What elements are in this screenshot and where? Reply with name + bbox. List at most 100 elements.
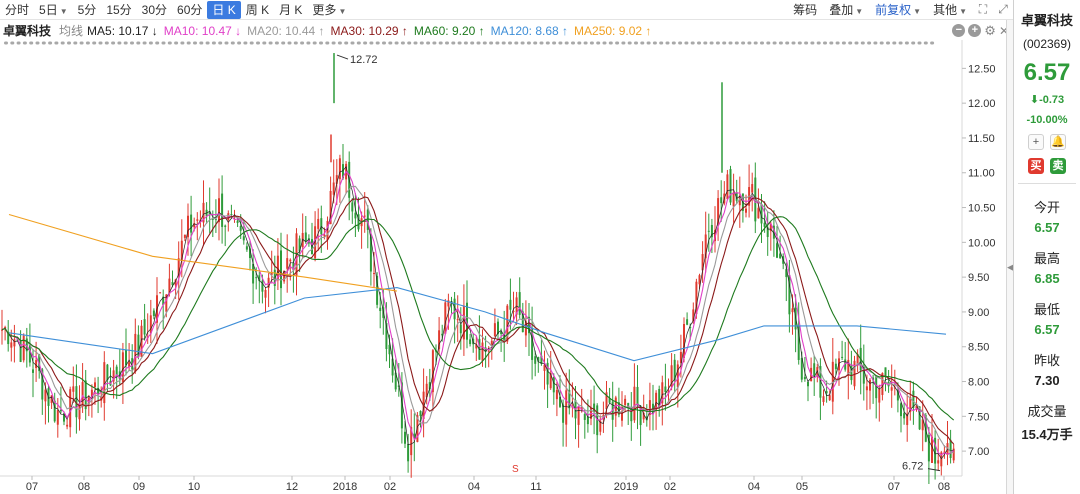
candle-body: [642, 412, 645, 420]
candle-body: [10, 342, 13, 348]
candle-body: [924, 415, 927, 442]
series-line-ma5: [1, 166, 954, 460]
candle-body: [379, 307, 382, 312]
ma-label[interactable]: 均线: [59, 24, 84, 38]
fullscreen-icon[interactable]: ⛶: [978, 2, 988, 16]
candle-body: [196, 219, 199, 221]
candle-body: [326, 220, 329, 241]
event-dot: [451, 41, 456, 45]
event-dot: [608, 41, 613, 45]
event-dot: [760, 41, 764, 45]
stock-code: (002369): [1022, 37, 1072, 51]
kline-chart[interactable]: 7.00 7.50 8.00 8.50 9.00 9.50 10.00 10.50 11.00 1…: [0, 40, 1006, 494]
event-dot: [520, 41, 525, 45]
zoom-out-icon[interactable]: −: [952, 24, 966, 37]
overlay-button[interactable]: 叠加 ▼: [829, 2, 864, 17]
event-dot: [583, 41, 588, 45]
period-tab-3[interactable]: 15分: [106, 2, 132, 17]
candle-body: [292, 262, 295, 271]
event-dot: [860, 41, 865, 45]
quote-sidebar: 卓翼科技 (002369) 6.57 ⬇-0.73 -10.00% + 🔔 买 …: [1013, 0, 1080, 494]
candle-body: [388, 344, 391, 355]
candle-body: [252, 263, 255, 284]
expand-icon[interactable]: ⤢: [998, 2, 1008, 16]
candle-body: [636, 386, 639, 406]
period-tab-6[interactable]: 日 K: [207, 0, 241, 19]
event-dot: [205, 41, 210, 45]
candle-body: [872, 377, 875, 381]
period-tab-2[interactable]: 5分: [77, 2, 97, 17]
event-dot: [911, 41, 916, 45]
bell-icon[interactable]: 🔔: [1050, 134, 1066, 150]
candle-body: [140, 325, 143, 357]
close-icon[interactable]: ✕: [998, 23, 1009, 38]
candle-body: [865, 386, 868, 391]
chevron-left-icon[interactable]: ◀: [1007, 262, 1014, 272]
event-dot: [445, 41, 449, 45]
candle-body: [419, 410, 422, 417]
event-dot: [621, 41, 626, 45]
candle-body: [803, 376, 806, 380]
period-tab-9[interactable]: 更多 ▼: [312, 2, 347, 17]
event-dot: [785, 41, 790, 45]
period-tab-4[interactable]: 30分: [141, 2, 168, 17]
event-dot: [678, 41, 683, 45]
y-tick-label: 11.50: [968, 133, 995, 145]
ma-legend-item: MA10: 10.47 ↓: [163, 23, 242, 38]
event-dot: [73, 41, 78, 45]
event-dot: [369, 41, 374, 45]
candle-body: [484, 347, 487, 352]
period-tab-5[interactable]: 60分: [177, 2, 203, 17]
candle-body: [648, 400, 651, 415]
y-tick-label: 12.50: [968, 63, 996, 75]
x-tick-label: 12: [286, 481, 298, 493]
candle-body: [689, 326, 692, 328]
period-tab-7[interactable]: 周 K: [245, 2, 270, 17]
y-tick-label: 10.50: [968, 203, 996, 215]
event-dot: [923, 41, 928, 45]
candle-body: [267, 277, 270, 288]
period-tab-1[interactable]: 5日 ▼: [39, 2, 68, 17]
period-tab-0[interactable]: 分时: [5, 2, 30, 17]
x-tick-label: 08: [78, 481, 90, 493]
candle-body: [286, 258, 289, 269]
candle-body: [481, 342, 484, 361]
period-tab-8[interactable]: 月 K: [279, 2, 303, 17]
event-dot: [577, 41, 582, 45]
candle-body: [202, 202, 205, 223]
candle-body: [745, 208, 747, 213]
zoom-in-icon[interactable]: +: [968, 24, 982, 37]
x-tick-label: 04: [468, 481, 480, 493]
event-dot: [407, 41, 412, 45]
candle-body: [357, 214, 360, 230]
series-line-ma60: [1, 216, 955, 421]
buy-button[interactable]: 买: [1028, 158, 1044, 174]
event-dot: [148, 41, 153, 45]
sell-button[interactable]: 卖: [1050, 158, 1066, 174]
event-dot: [180, 41, 185, 45]
series-line-ma10: [1, 170, 955, 456]
add-watchlist-button[interactable]: +: [1028, 134, 1044, 150]
event-dot: [243, 41, 248, 45]
ma-values: MA5: 10.17 ↓ MA10: 10.47 ↓ MA20: 10.44 ↑ MA…: [87, 24, 657, 38]
panel-collapse-handle[interactable]: ◀: [1006, 20, 1014, 494]
candle-body: [32, 369, 34, 373]
event-dot: [514, 41, 519, 45]
event-dot: [319, 41, 323, 45]
gear-icon[interactable]: ⚙: [984, 22, 996, 38]
event-dot: [130, 41, 134, 45]
other-button[interactable]: 其他 ▼: [933, 2, 967, 17]
event-dot: [697, 41, 701, 45]
candle-body: [500, 331, 503, 335]
volume-label: 成交量: [1027, 404, 1067, 419]
event-dot: [539, 41, 544, 45]
candle-body: [13, 339, 16, 347]
chip-distribution-button[interactable]: 筹码: [793, 2, 818, 17]
candle-body: [732, 192, 735, 207]
trade-actions: 买 卖: [1014, 158, 1080, 174]
x-tick-label: 05: [796, 481, 808, 493]
candle-body: [438, 330, 441, 350]
candle-body: [416, 415, 419, 442]
candle-body: [264, 289, 267, 298]
adjust-mode-button[interactable]: 前复权 ▼: [875, 2, 922, 17]
